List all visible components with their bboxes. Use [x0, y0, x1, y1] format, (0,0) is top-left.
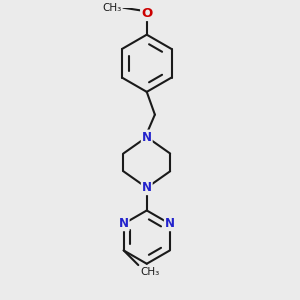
Text: N: N — [119, 217, 129, 230]
Text: N: N — [142, 181, 152, 194]
Text: N: N — [165, 217, 175, 230]
Text: O: O — [141, 7, 152, 20]
Text: N: N — [142, 130, 152, 143]
Text: CH₃: CH₃ — [140, 267, 159, 277]
Text: CH₃: CH₃ — [103, 3, 122, 13]
